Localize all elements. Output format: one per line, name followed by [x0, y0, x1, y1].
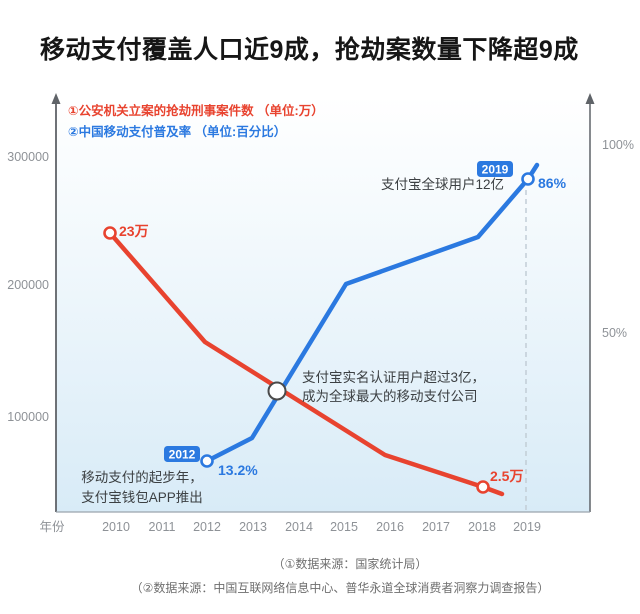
x-axis-title: 年份 — [39, 520, 65, 534]
x-tick-2015: 2015 — [330, 520, 358, 534]
x-tick-2011: 2011 — [149, 520, 176, 534]
y-left-tick-200000: 200000 — [7, 278, 49, 292]
x-tick-2019: 2019 — [513, 520, 541, 534]
x-tick-2013: 2013 — [239, 520, 267, 534]
lines-crossing-marker — [267, 381, 287, 401]
payment-2012-badge — [164, 446, 200, 462]
robbery-2010-marker — [103, 226, 117, 240]
y-right-tick-100pct: 100% — [602, 138, 634, 152]
x-tick-2012: 2012 — [193, 520, 221, 534]
payment-2019-badge — [477, 161, 513, 177]
y-left-tick-300000: 300000 — [7, 150, 49, 164]
x-tick-2016: 2016 — [376, 520, 404, 534]
y-axis-left-arrow-icon — [51, 93, 61, 104]
robbery-2018-marker — [476, 480, 490, 494]
x-tick-2017: 2017 — [422, 520, 450, 534]
payment-2012-value-label: 13.2% — [218, 462, 258, 478]
payment-2019-badge-label: 2019 — [482, 163, 509, 177]
crossing-note-line1: 支付宝实名认证用户超过3亿， — [302, 369, 485, 385]
robbery-2018-value-label: 2.5万 — [490, 468, 523, 484]
x-tick-2018: 2018 — [468, 520, 496, 534]
legend-item-robbery-cases: ①公安机关立案的抢劫刑事案件数 （单位:万） — [68, 103, 324, 118]
payment-2019-value-label: 86% — [538, 175, 567, 191]
y-right-tick-50pct: 50% — [602, 326, 627, 340]
crossing-note-line2: 成为全球最大的移动支付公司 — [302, 388, 478, 404]
data-source-line1: （①数据来源：国家统计局） — [273, 556, 428, 571]
page-title: 移动支付覆盖人口近9成，抢劫案数量下降超9成 — [40, 35, 579, 64]
robbery-2010-value-label: 23万 — [119, 223, 149, 239]
plot-area — [56, 96, 590, 512]
start-year-note-line2: 支付宝钱包APP推出 — [81, 490, 203, 505]
x-tick-2010: 2010 — [102, 520, 130, 534]
data-source-line2: （②数据来源：中国互联网络信息中心、普华永道全球消费者洞察力调查报告） — [131, 580, 550, 595]
legend-item-mobile-payment: ②中国移动支付普及率 （单位:百分比） — [68, 124, 286, 139]
x-tick-2014: 2014 — [285, 520, 313, 534]
y-axis-right-arrow-icon — [585, 93, 595, 104]
payment-2019-marker — [521, 172, 535, 186]
payment-2012-badge-label: 2012 — [169, 448, 196, 462]
payment-2012-marker — [200, 454, 214, 468]
y-left-tick-100000: 100000 — [7, 410, 49, 424]
alipay-global-users-note: 支付宝全球用户12亿 — [381, 176, 504, 192]
start-year-note-line1: 移动支付的起步年， — [81, 470, 203, 485]
